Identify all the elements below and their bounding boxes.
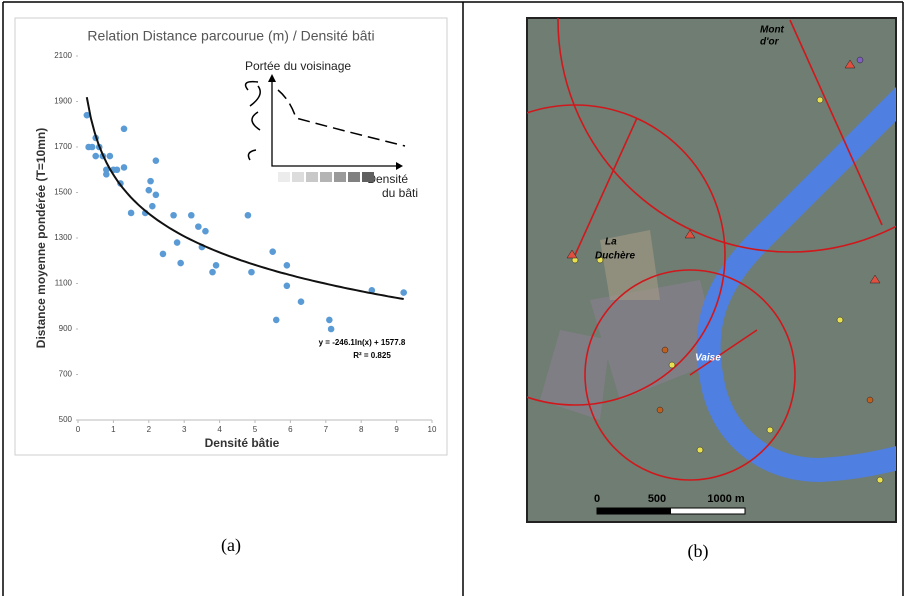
inset-title: Portée du voisinage bbox=[245, 59, 351, 73]
chart-title: Relation Distance parcourue (m) / Densit… bbox=[87, 28, 374, 44]
point bbox=[103, 166, 110, 174]
inset-x-label: du bâti bbox=[382, 186, 418, 200]
map: Mont d'or La Duchère Vaise 0 500 1000 m bbox=[526, 17, 897, 523]
map-label: d'or bbox=[760, 37, 780, 48]
trendline bbox=[85, 97, 404, 300]
y-tick-label: 500 bbox=[59, 415, 73, 424]
point bbox=[244, 211, 252, 219]
point bbox=[92, 152, 99, 160]
point bbox=[152, 157, 160, 164]
x-tick-label: 1 bbox=[111, 425, 116, 434]
point bbox=[327, 325, 335, 333]
y-tick-label: 1500 bbox=[54, 188, 72, 197]
inset-x-label: Densité bbox=[367, 172, 408, 186]
x-tick-label: 6 bbox=[288, 425, 293, 434]
caption: (a) bbox=[221, 535, 241, 556]
inset: Portée du voisinage Densité du bâti bbox=[244, 59, 418, 200]
x-tick-label: 5 bbox=[253, 425, 258, 434]
y-tick-label: 900 bbox=[59, 324, 73, 333]
map-label: Mont bbox=[760, 25, 785, 36]
point bbox=[147, 177, 154, 185]
y-tick-label: 1100 bbox=[55, 279, 73, 288]
point bbox=[400, 289, 407, 296]
x-tick-label: 8 bbox=[359, 425, 364, 434]
point bbox=[195, 223, 202, 230]
point bbox=[145, 186, 153, 194]
x-axis-label: Densité bâtie bbox=[205, 436, 280, 450]
point bbox=[209, 268, 216, 276]
plot: 500 700 900 1100 1300 1500 1700 1900 2100 0 1 2 3 4 5 6… bbox=[54, 51, 437, 434]
point bbox=[297, 298, 305, 306]
point bbox=[106, 152, 114, 160]
trend-r2: R² = 0.825 bbox=[353, 351, 391, 360]
x-tick-label: 7 bbox=[324, 425, 329, 434]
y-tick-label: 1900 bbox=[54, 97, 72, 106]
scale-label: 500 bbox=[648, 493, 666, 505]
caption: (b) bbox=[688, 541, 709, 562]
x-tick-label: 3 bbox=[182, 425, 187, 434]
point bbox=[149, 202, 156, 210]
x-tick-label: 2 bbox=[147, 425, 152, 434]
x-tick-label: 4 bbox=[217, 425, 222, 434]
point bbox=[120, 125, 128, 133]
y-tick-label: 700 bbox=[59, 370, 73, 379]
point bbox=[177, 259, 184, 267]
x-tick-label: 10 bbox=[428, 425, 437, 434]
point bbox=[283, 262, 291, 269]
point bbox=[326, 316, 333, 324]
point bbox=[113, 166, 121, 174]
point bbox=[269, 248, 277, 255]
point bbox=[272, 316, 280, 324]
point bbox=[83, 111, 91, 119]
point bbox=[88, 143, 96, 151]
point bbox=[127, 209, 135, 217]
scale-label: 0 bbox=[594, 493, 600, 505]
point bbox=[159, 250, 167, 258]
x-tick-label: 0 bbox=[76, 425, 81, 434]
point bbox=[120, 164, 128, 171]
point bbox=[187, 211, 195, 219]
x-tick-label: 9 bbox=[394, 425, 399, 434]
y-axis-label: Distance moyenne pondérée (T=10mn) bbox=[34, 128, 48, 348]
point bbox=[212, 262, 220, 269]
y-tick-label: 2100 bbox=[54, 51, 72, 60]
chart-frame bbox=[14, 17, 448, 456]
scale-label: 1000 m bbox=[707, 493, 745, 505]
y-tick-label: 1300 bbox=[54, 233, 72, 242]
y-tick-label: 1700 bbox=[54, 142, 72, 151]
point bbox=[248, 268, 255, 276]
point bbox=[170, 211, 177, 219]
trend-equation: y = -246.1ln(x) + 1577.8 bbox=[319, 338, 406, 347]
map-label: Vaise bbox=[695, 353, 721, 364]
point bbox=[283, 282, 291, 290]
point bbox=[152, 191, 160, 199]
point bbox=[173, 239, 181, 246]
point bbox=[103, 171, 110, 178]
map-label: Duchère bbox=[595, 251, 635, 262]
point bbox=[202, 227, 209, 235]
map-label: La bbox=[605, 237, 617, 248]
